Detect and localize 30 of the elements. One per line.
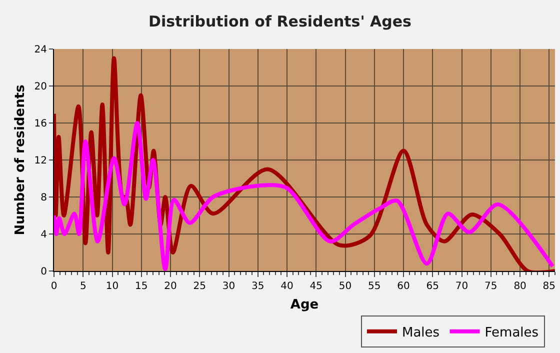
x-tick-label: 20: [164, 281, 177, 292]
x-axis-title: Age: [290, 298, 319, 313]
y-tick-label: 24: [34, 44, 47, 56]
x-tick-label: 5: [80, 281, 86, 292]
y-tick-label: 16: [34, 118, 47, 130]
x-tick-label: 25: [193, 281, 206, 292]
y-tick-label: 8: [40, 192, 47, 204]
x-tick-label: 10: [106, 281, 119, 292]
x-tick-label: 80: [514, 281, 526, 292]
y-tick-label: 4: [40, 230, 47, 240]
legend-label: Males: [402, 325, 440, 340]
x-tick-label: 70: [455, 281, 468, 292]
x-tick-label: 50: [338, 281, 352, 292]
x-tick-label: 45: [310, 281, 323, 292]
x-tick-label: 55: [368, 281, 381, 292]
y-tick-label: 12: [34, 156, 47, 166]
y-axis-title: Number of residents: [13, 84, 28, 236]
chart-title: Distribution of Residents' Ages: [148, 12, 412, 30]
x-tick-label: 75: [484, 281, 498, 292]
x-tick-label: 40: [280, 281, 294, 292]
x-tick-label: 30: [222, 281, 236, 292]
x-tick-label: 65: [426, 281, 440, 292]
x-tick-label: 0: [50, 281, 58, 292]
y-tick-label: 0: [40, 266, 47, 278]
x-tick-label: 85: [542, 281, 556, 292]
x-tick-label: 35: [252, 281, 264, 292]
legend-label: Females: [484, 325, 539, 340]
x-tick-label: 60: [397, 281, 410, 292]
y-tick-label: 20: [34, 82, 47, 92]
x-tick-label: 15: [135, 281, 148, 292]
